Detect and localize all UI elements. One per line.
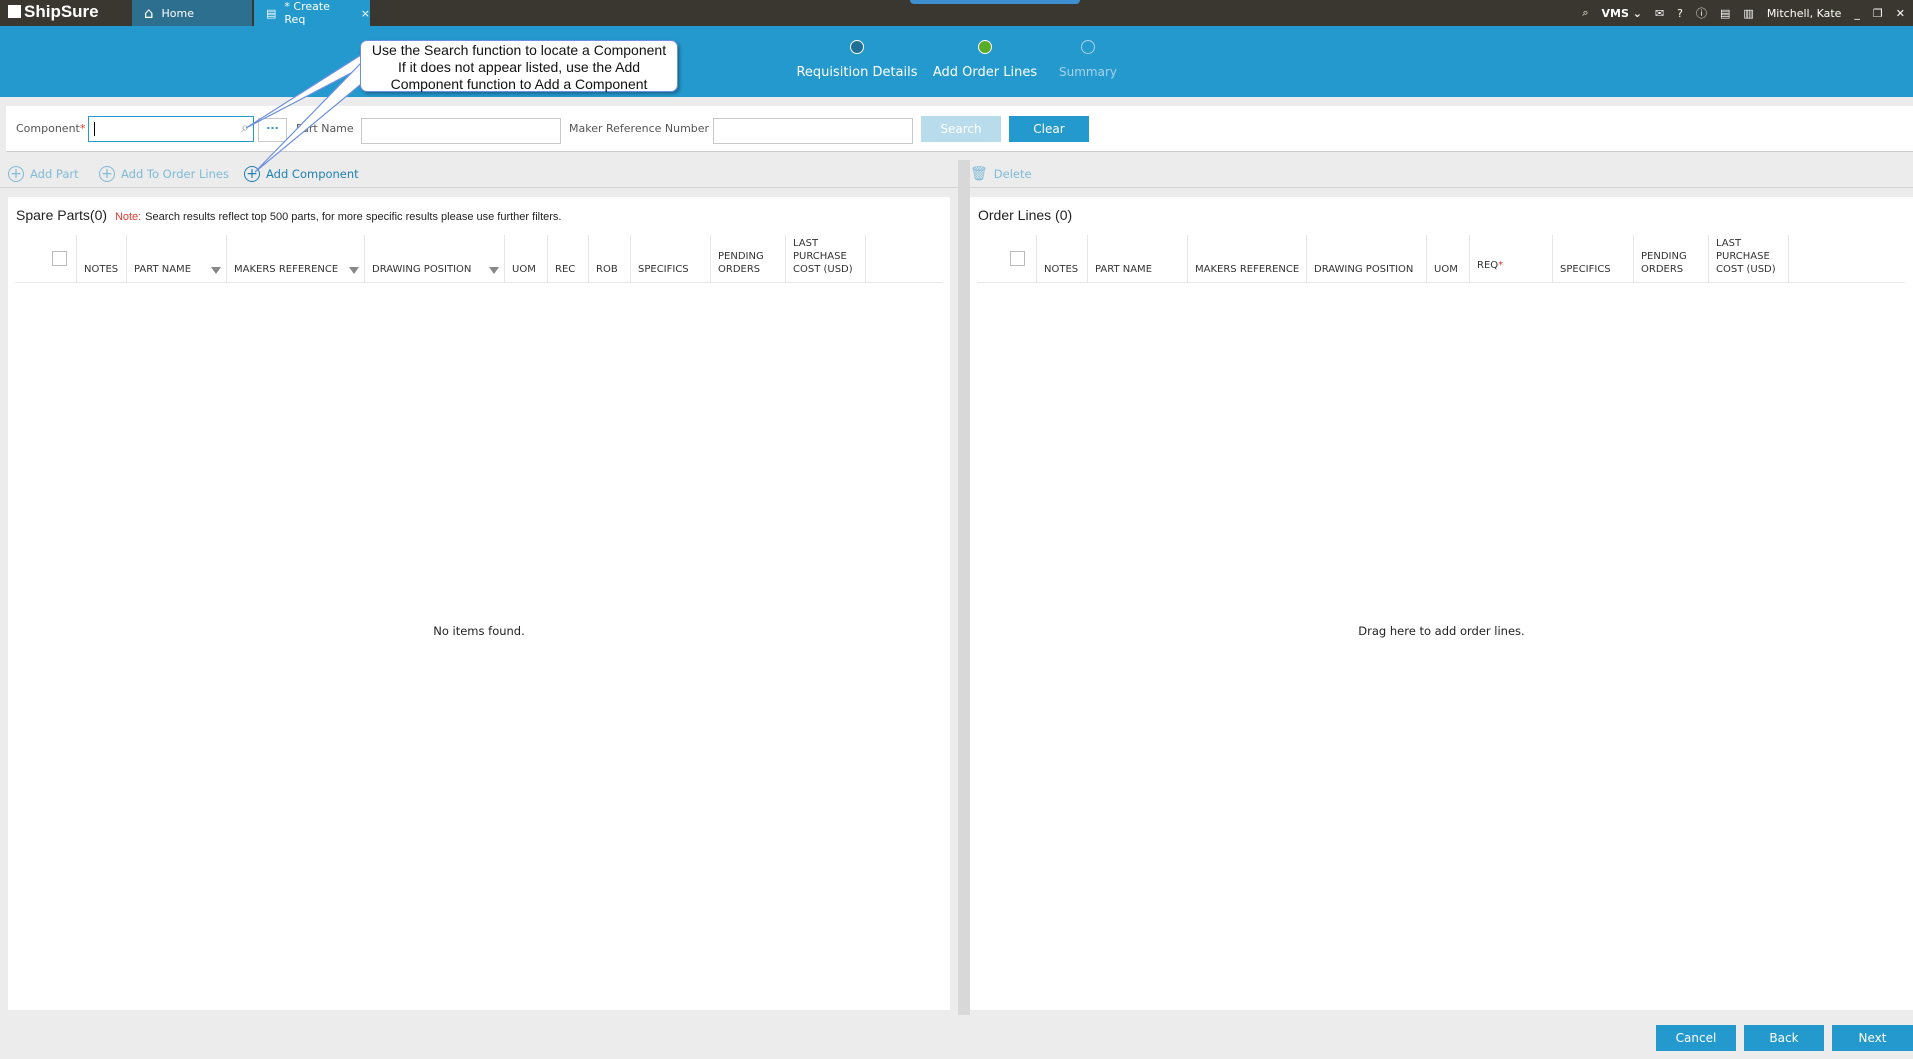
top-bar: ShipSure ⌂ Home ▤ * Create Req × ⌕ VMS ⌄ ✉ … xyxy=(0,0,1913,26)
notifications-icon[interactable]: ▥ xyxy=(1743,6,1754,20)
component-label: Component* xyxy=(16,122,86,135)
close-tab-icon[interactable]: × xyxy=(360,6,370,20)
column-rob[interactable]: ROB xyxy=(589,235,631,283)
filter-icon[interactable] xyxy=(211,267,221,274)
search-icon[interactable]: ⌕ xyxy=(241,120,249,136)
user-name[interactable]: Mitchell, Kate xyxy=(1766,6,1842,20)
maker-reference-input[interactable] xyxy=(713,118,913,144)
splitter[interactable] xyxy=(958,160,970,1015)
column-req[interactable]: REQ * xyxy=(1470,235,1553,283)
part-name-input[interactable] xyxy=(361,118,561,144)
callout-line: Use the Search function to locate a Comp… xyxy=(371,42,667,58)
next-button[interactable]: Next xyxy=(1832,1025,1913,1051)
minimize-icon[interactable]: _ xyxy=(1854,6,1860,20)
maker-reference-label: Maker Reference Number xyxy=(569,122,710,135)
tab-create-req[interactable]: ▤ * Create Req × xyxy=(254,0,370,26)
column-last-purchase-cost[interactable]: LAST PURCHASE COST (USD) xyxy=(1709,235,1789,283)
column-notes[interactable]: NOTES xyxy=(77,235,127,283)
add-component-button[interactable]: + Add Component xyxy=(244,166,359,182)
plus-icon: + xyxy=(244,166,260,182)
right-toolbar: 🗑 Delete xyxy=(970,160,1913,188)
search-panel: Component* ⌕ ... Part Name Maker Referen… xyxy=(6,106,1913,152)
order-lines-header: NOTES PART NAME MAKERS REFERENCE DRAWING… xyxy=(977,235,1905,283)
column-uom[interactable]: UOM xyxy=(505,235,548,283)
app-logo: ShipSure xyxy=(8,2,99,22)
cancel-button[interactable]: Cancel xyxy=(1656,1025,1736,1051)
column-uom[interactable]: UOM xyxy=(1427,235,1470,283)
step-dot xyxy=(1081,40,1095,54)
step-summary[interactable]: Summary xyxy=(1013,40,1163,79)
plus-icon: + xyxy=(8,166,24,182)
step-requisition-details[interactable]: Requisition Details xyxy=(782,40,932,80)
column-specifics[interactable]: SPECIFICS xyxy=(631,235,711,283)
plus-icon: + xyxy=(99,166,115,182)
filter-icon[interactable] xyxy=(489,267,499,274)
info-icon[interactable]: ⓘ xyxy=(1696,7,1707,20)
mail-icon[interactable]: ✉ xyxy=(1654,6,1665,20)
column-pending-orders[interactable]: PENDING ORDERS xyxy=(1634,235,1709,283)
help-icon[interactable]: ? xyxy=(1677,6,1683,20)
spare-parts-title: Spare Parts(0) Note: Search results refl… xyxy=(16,207,562,223)
column-specifics[interactable]: SPECIFICS xyxy=(1553,235,1634,283)
vms-dropdown[interactable]: VMS ⌄ xyxy=(1601,6,1642,20)
column-drawing-position[interactable]: DRAWING POSITION xyxy=(1307,235,1427,283)
trash-icon: 🗑 xyxy=(970,166,988,182)
left-toolbar: + Add Part + Add To Order Lines + Add Compo… xyxy=(0,160,958,188)
tutorial-callout: Use the Search function to locate a Comp… xyxy=(360,40,678,92)
part-name-label: Part Name xyxy=(296,122,354,135)
column-part-name[interactable]: PART NAME xyxy=(1088,235,1188,283)
column-pending-orders[interactable]: PENDING ORDERS xyxy=(711,235,786,283)
column-drawing-position[interactable]: DRAWING POSITION xyxy=(365,235,505,283)
maximize-icon[interactable]: ❐ xyxy=(1872,6,1883,20)
order-lines-title: Order Lines (0) xyxy=(978,207,1073,223)
column-notes[interactable]: NOTES xyxy=(1037,235,1088,283)
column-makers-reference[interactable]: MAKERS REFERENCE xyxy=(1188,235,1307,283)
column-makers-reference[interactable]: MAKERS REFERENCE xyxy=(227,235,365,283)
back-button[interactable]: Back xyxy=(1744,1025,1824,1051)
drop-zone-message: Drag here to add order lines. xyxy=(1358,624,1525,638)
column-rec[interactable]: REC xyxy=(548,235,589,283)
notes-icon[interactable]: ▤ xyxy=(1720,6,1731,20)
document-icon: ▤ xyxy=(266,6,277,20)
callout-line: Component function to Add a Component xyxy=(390,76,648,92)
column-part-name[interactable]: PART NAME xyxy=(127,235,227,283)
tab-label: * Create Req xyxy=(284,0,330,26)
close-icon[interactable]: ✕ xyxy=(1895,6,1905,20)
order-lines-panel: Order Lines (0) NOTES PART NAME MAKERS R… xyxy=(970,197,1913,1010)
column-last-purchase-cost[interactable]: LAST PURCHASE COST (USD) xyxy=(786,235,866,283)
select-all-checkbox[interactable] xyxy=(42,235,77,283)
spare-parts-header: NOTES PART NAME MAKERS REFERENCE DRAWING… xyxy=(15,235,943,283)
home-icon: ⌂ xyxy=(144,4,154,22)
empty-message: No items found. xyxy=(433,624,525,638)
browse-button[interactable]: ... xyxy=(258,118,287,142)
callout-line: If it does not appear listed, use the Ad… xyxy=(397,59,641,75)
app-name: ShipSure xyxy=(24,2,99,21)
step-add-order-lines[interactable]: Add Order Lines xyxy=(910,40,1060,80)
tab-label: Home xyxy=(161,6,195,20)
header-actions: ⌕ VMS ⌄ ✉ ? ⓘ ▤ ▥ Mitchell, Kate _ ❐ ✕ xyxy=(1582,0,1913,26)
delete-button[interactable]: 🗑 Delete xyxy=(970,166,1032,182)
drop-indicator xyxy=(910,0,1080,4)
filter-icon[interactable] xyxy=(349,267,359,274)
add-part-button[interactable]: + Add Part xyxy=(8,166,79,182)
tab-home[interactable]: ⌂ Home xyxy=(132,0,252,26)
search-button[interactable]: Search xyxy=(921,116,1001,142)
step-dot xyxy=(978,40,992,54)
step-dot xyxy=(850,40,864,54)
select-all-checkbox[interactable] xyxy=(1000,235,1037,283)
add-to-order-lines-button[interactable]: + Add To Order Lines xyxy=(99,166,229,182)
spare-parts-panel: Spare Parts(0) Note: Search results refl… xyxy=(8,197,950,1010)
component-input[interactable]: ⌕ xyxy=(88,116,254,142)
clear-button[interactable]: Clear xyxy=(1009,116,1089,142)
search-icon[interactable]: ⌕ xyxy=(1582,6,1589,19)
